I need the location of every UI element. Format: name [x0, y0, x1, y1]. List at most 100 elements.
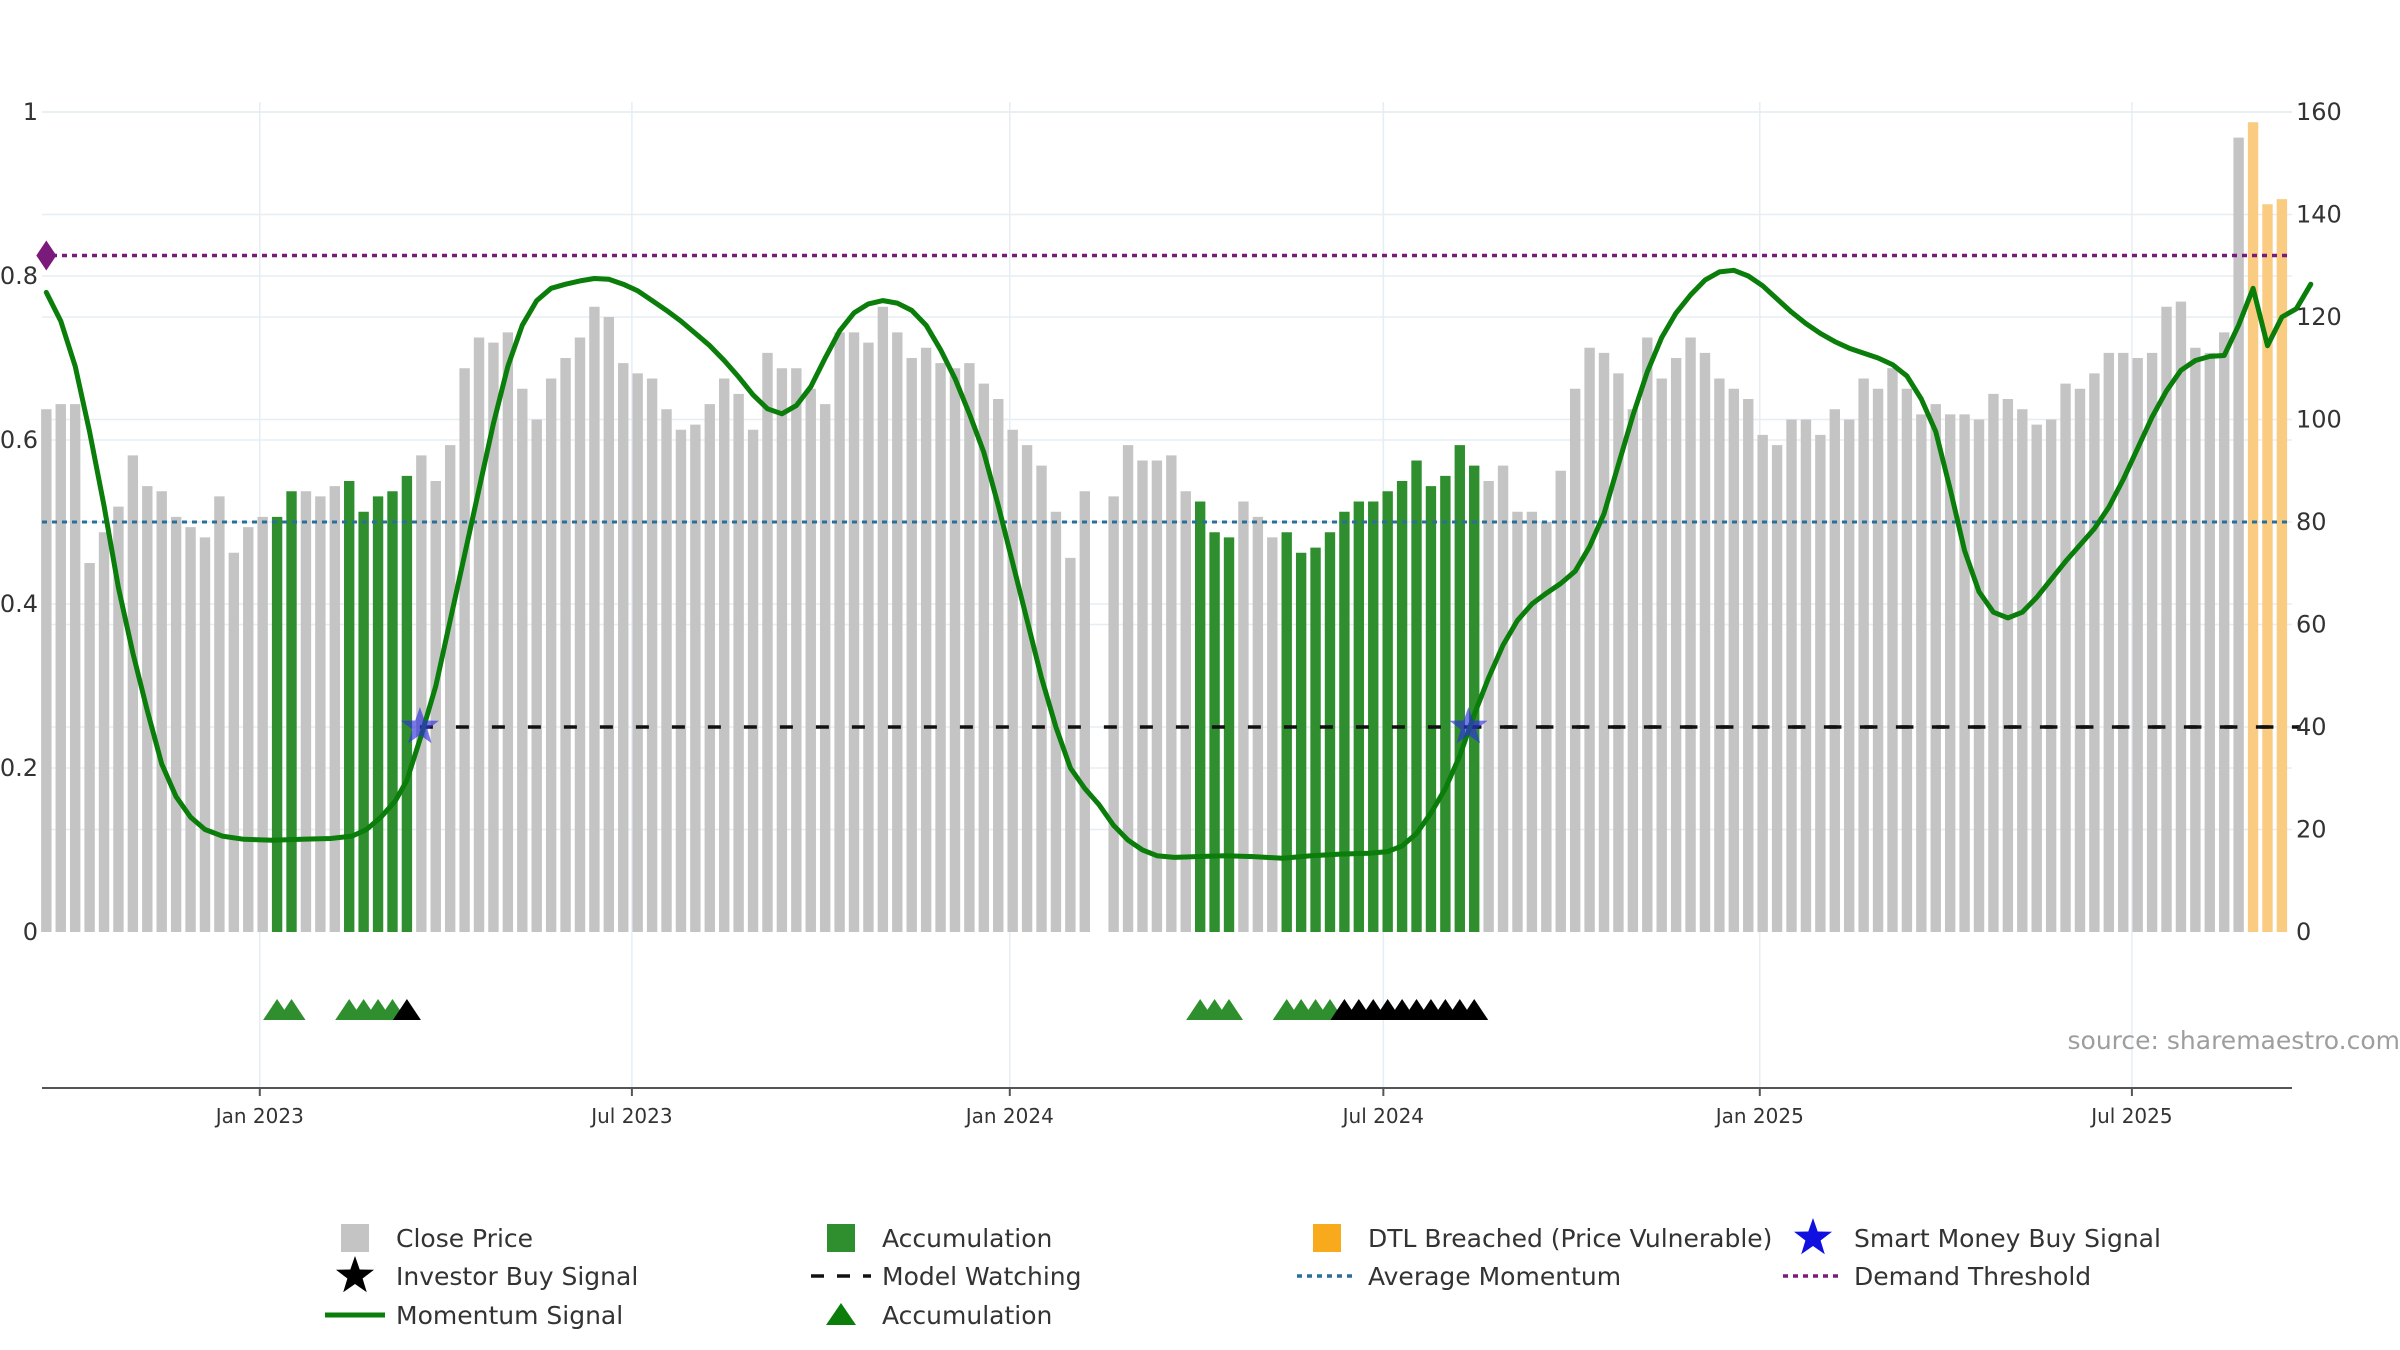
- close-price-bar: [1642, 337, 1653, 932]
- dtl-breached-bar: [2247, 122, 2259, 932]
- close-price-bar: [1858, 378, 1869, 932]
- close-price-bar: [1988, 393, 1999, 932]
- legend-label: Smart Money Buy Signal: [1854, 1224, 2161, 1253]
- close-price-bar: [1656, 378, 1667, 932]
- x-axis-tick-label: Jan 2024: [964, 1104, 1054, 1128]
- left-axis-tick-label: 0.4: [0, 590, 38, 618]
- close-price-bar: [1613, 373, 1624, 932]
- close-price-bar: [2089, 373, 2100, 932]
- close-price-bar: [329, 486, 340, 932]
- accumulation-bar: [1382, 491, 1393, 932]
- left-axis-tick-label: 0.2: [0, 754, 38, 782]
- close-price-bar: [906, 358, 917, 932]
- source-label: source: sharemaestro.com: [2068, 1026, 2400, 1055]
- accumulation-bar: [1339, 511, 1350, 932]
- close-price-bar: [98, 532, 110, 932]
- close-price-bar: [2146, 352, 2158, 932]
- close-price-bar: [1959, 414, 1970, 932]
- signal-markers: [36, 240, 1488, 744]
- close-price-bar: [690, 424, 701, 932]
- close-price-bar: [41, 409, 52, 932]
- legend-item: Model Watching: [811, 1262, 1082, 1291]
- accumulation-triangle: [277, 999, 306, 1020]
- close-price-bar: [2190, 347, 2201, 932]
- accumulation-bar: [1454, 445, 1465, 932]
- right-axis-tick-label: 140: [2296, 201, 2342, 229]
- close-price-bar: [1714, 378, 1725, 932]
- x-axis-tick-label: Jan 2025: [1714, 1104, 1804, 1128]
- close-price-bar: [1916, 414, 1927, 932]
- accumulation-bar: [372, 496, 384, 932]
- accumulation-bar: [1310, 547, 1321, 932]
- close-price-bar: [1079, 491, 1090, 932]
- close-price-bar: [243, 527, 254, 932]
- close-price-bar: [473, 337, 485, 932]
- close-price-bar: [1728, 388, 1740, 932]
- close-price-bar: [704, 404, 715, 932]
- left-axis: 0 0.2 0.4 0.6 0.8 1: [0, 98, 38, 946]
- accumulation-bar: [1281, 532, 1292, 932]
- close-price-bar: [1007, 429, 1018, 932]
- accumulation-bar: [1295, 552, 1307, 932]
- close-price-bar: [2074, 388, 2086, 932]
- close-price-bar: [1844, 419, 1855, 932]
- legend-item: Average Momentum: [1297, 1262, 1621, 1291]
- accumulation-triangle: [1215, 999, 1244, 1020]
- close-price-bar: [444, 445, 456, 932]
- close-price-bar: [964, 363, 975, 932]
- close-price-bar: [1973, 419, 1985, 932]
- accumulation-bar: [1411, 460, 1422, 932]
- close-price-bar: [199, 537, 211, 932]
- legend-star-blue: [1794, 1218, 1832, 1255]
- close-price-bar: [459, 368, 470, 932]
- x-axis-tick-label: Jul 2024: [1341, 1104, 1424, 1128]
- accumulation-bar: [1425, 486, 1437, 932]
- close-price-bar: [1065, 557, 1076, 932]
- close-price-bar: [589, 306, 600, 932]
- accumulation-bar: [387, 491, 398, 932]
- x-axis: Jan 2023 Jul 2023 Jan 2024 Jul 2024 Jan 2025…: [42, 1087, 2292, 1128]
- legend-label: Accumulation: [882, 1301, 1052, 1330]
- close-price-bar: [834, 332, 845, 932]
- close-price-bar: [1166, 455, 1177, 932]
- close-price-bar: [2103, 352, 2115, 932]
- legend-swatch: [1313, 1224, 1341, 1252]
- legend-label: Investor Buy Signal: [396, 1262, 638, 1291]
- legend-item: Accumulation: [827, 1224, 1052, 1253]
- close-price-bar: [1901, 388, 1913, 932]
- close-price-bar: [1930, 404, 1941, 932]
- legend-label: Model Watching: [882, 1262, 1082, 1291]
- close-price-bar: [675, 429, 687, 932]
- close-price-bar: [661, 409, 672, 932]
- momentum-series: [43, 267, 2314, 861]
- close-price-bar: [560, 358, 571, 932]
- legend: Close Price Accumulation DTL Breached (Pri…: [325, 1218, 2161, 1330]
- close-price-bar: [747, 429, 759, 932]
- close-price-bar: [2132, 358, 2143, 932]
- close-price-bar: [1108, 496, 1119, 932]
- demand-threshold-marker: [36, 240, 57, 271]
- legend-label: Average Momentum: [1368, 1262, 1621, 1291]
- right-axis-tick-label: 40: [2296, 713, 2327, 741]
- close-price-bar: [170, 516, 182, 932]
- close-price-bar: [2060, 383, 2071, 932]
- accumulation-bar: [1353, 501, 1365, 932]
- legend-item: Demand Threshold: [1783, 1262, 2091, 1291]
- legend-item: Smart Money Buy Signal: [1794, 1218, 2161, 1255]
- dtl-breached-bar: [2276, 199, 2288, 932]
- close-price-bar: [1512, 511, 1523, 932]
- close-price-bar: [1815, 434, 1826, 932]
- legend-label: Close Price: [396, 1224, 533, 1253]
- close-price-bar: [805, 388, 816, 932]
- close-price-bar: [517, 388, 528, 932]
- legend-item: Accumulation: [826, 1301, 1052, 1330]
- close-price-bar: [1151, 460, 1163, 932]
- close-price-bar: [214, 496, 225, 932]
- legend-item: Investor Buy Signal: [336, 1256, 638, 1293]
- accumulation-bar: [1223, 537, 1235, 932]
- close-price-bar: [2233, 137, 2244, 932]
- legend-swatch: [341, 1224, 369, 1252]
- close-price-bar: [776, 368, 788, 932]
- close-price-bar: [127, 455, 139, 932]
